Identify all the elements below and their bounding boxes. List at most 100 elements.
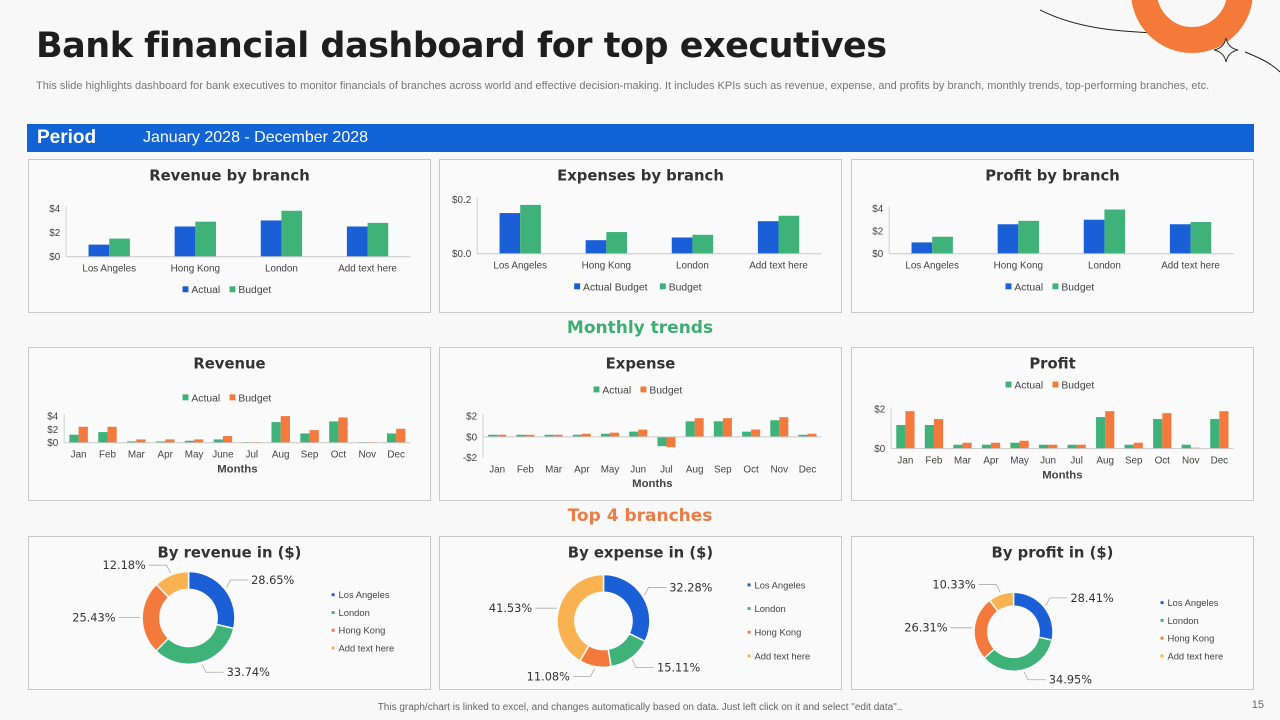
bar-budget [666,436,676,448]
bar-budget [309,430,319,443]
legend-swatch-budget [1052,283,1059,290]
x-tick-label: Aug [272,450,290,461]
x-tick-label: Dec [799,464,817,475]
chart-title: Profit by branch [985,168,1120,185]
legend-swatch-actual [182,286,189,293]
top-by-expense-panel[interactable]: By expense in ($) 32.28% 15.11% 11.08% 41.53… [439,536,842,690]
leader-line [1023,671,1046,681]
x-tick-label: Hong Kong [171,264,220,275]
legend-label: Actual [1014,380,1043,391]
x-tick-label: Dec [387,450,405,461]
bar-budget [367,222,389,257]
bar-actual [953,444,963,449]
bar-actual [924,424,934,449]
donut-slice-los-angeles [1012,591,1054,642]
legend-label: Add text here [1167,651,1223,661]
x-tick-label: Sep [714,464,732,475]
bar-actual [1124,444,1134,449]
bar-actual [798,434,808,437]
bar-budget [1133,442,1143,449]
bar-actual-budget [757,221,779,254]
bar-budget [107,426,117,443]
legend-label: Actual [191,393,220,404]
y-tick-label: $0 [872,249,883,260]
legend-swatch-actual [182,394,189,401]
x-tick-label: Jan [489,464,505,475]
y-tick-label: $2 [466,412,477,423]
expenses-by-branch-panel[interactable]: Expenses by branch $0.0 $0.2 Los Angeles Hon… [439,159,842,313]
donut-slice-london [154,623,235,666]
bar-budget [751,429,761,437]
x-tick-label: Jun [630,464,646,475]
legend-label: Actual [602,385,631,396]
top-by-profit-chart: By profit in ($) 28.41% 34.95% 26.31% 10.33%… [904,545,1223,687]
x-tick-label: Sep [1125,455,1143,466]
bar-actual [1096,417,1106,449]
top-by-profit-panel[interactable]: By profit in ($) 28.41% 34.95% 26.31% 10.33%… [851,536,1254,690]
legend-swatch-budget [229,286,236,293]
bar-budget [581,433,591,437]
y-tick-label: $4 [49,204,60,215]
y-tick-label: $0 [47,438,58,449]
bar-budget [692,234,714,254]
chart-title: Expenses by branch [557,168,724,185]
bar-actual [997,224,1019,254]
period-value[interactable]: January 2028 - December 2028 [143,129,369,146]
monthly-expense-panel[interactable]: Expense -$2 $0 $2 Jan Feb Mar Apr May Jun Jul Aug Se… [439,347,842,501]
monthly-profit-panel[interactable]: Profit $0 $2 Jan Feb Mar Apr May Jun Jul Aug Sep Oct… [851,347,1254,501]
bar-budget [779,417,789,437]
y-tick-label: $2 [47,425,58,436]
chart-title: By expense in ($) [568,545,713,562]
y-tick-label: $0 [466,432,477,443]
legend-swatch [331,593,335,597]
bar-actual [657,436,667,447]
x-tick-label: Mar [128,450,146,461]
bar-actual [629,431,639,437]
legend-label: Budget [1061,380,1094,391]
donut-slice-add-text-here [155,570,190,599]
bar-budget [962,442,972,449]
leader-line [978,584,1001,593]
bar-budget [1048,444,1058,449]
bar-budget [1076,444,1086,449]
profit-by-branch-panel[interactable]: Profit by branch $0 $2 $4 Los Angeles Hong Ko… [851,159,1254,313]
legend-label: Budget [238,393,271,404]
page-title: Bank financial dashboard for top executi… [36,26,887,66]
donut-slice-hong-kong [141,583,170,653]
x-tick-label: London [1088,261,1121,272]
y-tick-label: $4 [47,412,58,423]
slice-percent-label: 41.53% [489,601,532,615]
x-tick-label: Nov [359,450,377,461]
bar-budget [610,432,620,437]
legend-swatch [1160,601,1164,605]
monthly-revenue-panel[interactable]: Revenue $0 $2 $4 Jan Feb Mar Apr May June Jul Aug Se… [28,347,431,501]
y-tick-label: $0 [874,444,885,455]
legend-label: London [1167,616,1198,626]
bar-budget [1162,413,1172,449]
x-tick-label: Oct [743,464,759,475]
legend-label: London [755,604,786,614]
x-tick-label: Aug [1096,455,1114,466]
donut-slice-london [607,632,647,668]
bar-actual [896,424,906,449]
bar-budget [525,434,535,437]
x-tick-label: Jul [1070,455,1083,466]
bar-budget [1018,220,1039,254]
bar-budget [1190,447,1200,449]
bar-actual [1083,219,1105,254]
donut-slice-add-text-here [556,573,605,662]
x-axis-title: Months [1042,469,1082,481]
bar-actual [155,441,166,443]
y-tick-label: $2 [874,405,885,416]
top-by-revenue-panel[interactable]: By revenue in ($) 28.65% 33.74% 25.43% 12.18… [28,536,431,690]
bar-actual [346,226,368,257]
slice-percent-label: 15.11% [657,661,700,675]
x-tick-label: Los Angeles [493,261,547,272]
bar-actual [300,433,310,443]
revenue-by-branch-panel[interactable]: Revenue by branch $0 $2 $4 Los Angeles Hong K… [28,159,431,313]
y-tick-label: $2 [49,228,60,239]
top-by-expense-chart: By expense in ($) 32.28% 15.11% 11.08% 41.53… [489,545,810,684]
leader-line [226,579,249,589]
bar-budget [78,426,88,443]
legend-swatch-budget [659,283,666,290]
